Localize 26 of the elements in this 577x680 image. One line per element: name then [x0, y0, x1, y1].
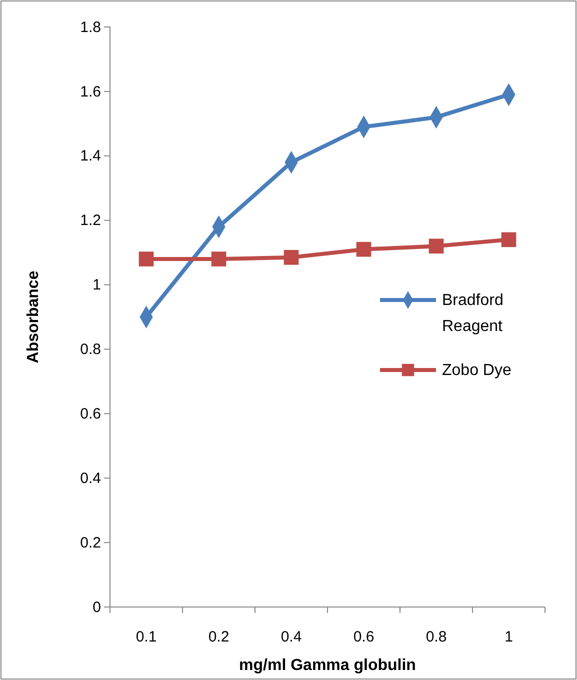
legend-label: Zobo Dye — [442, 362, 512, 379]
y-tick-label: 1.8 — [80, 18, 101, 36]
point — [211, 252, 226, 266]
y-tick-label: 0.6 — [80, 405, 101, 422]
y-tick-label: 0.4 — [80, 470, 101, 487]
y-tick-label: 1 — [92, 276, 101, 294]
x-tick-label: 0.4 — [280, 628, 302, 646]
point — [428, 238, 444, 254]
legend-label: Bradford Reagent — [442, 292, 504, 335]
y-tick-label: 0 — [92, 598, 101, 616]
x-axis-title: mg/ml Gamma globulin — [239, 657, 416, 674]
y-tick-label: 1.2 — [80, 212, 101, 230]
y-tick-label: 0.2 — [80, 534, 101, 552]
x-tick-label: 0.2 — [208, 628, 230, 646]
y-tick-label: 1.6 — [80, 83, 101, 100]
y-tick-label: 1.4 — [80, 148, 101, 165]
point — [138, 252, 154, 266]
point — [356, 242, 372, 257]
y-axis-title: Absorbance — [25, 270, 42, 364]
point — [501, 232, 516, 248]
x-tick-label: 1 — [504, 628, 513, 646]
point — [284, 250, 299, 265]
x-tick-label: 0.8 — [426, 628, 447, 646]
y-tick-label: 0.8 — [80, 341, 101, 358]
x-tick-label: 0.6 — [353, 628, 374, 646]
x-tick-label: 0.1 — [136, 628, 157, 646]
